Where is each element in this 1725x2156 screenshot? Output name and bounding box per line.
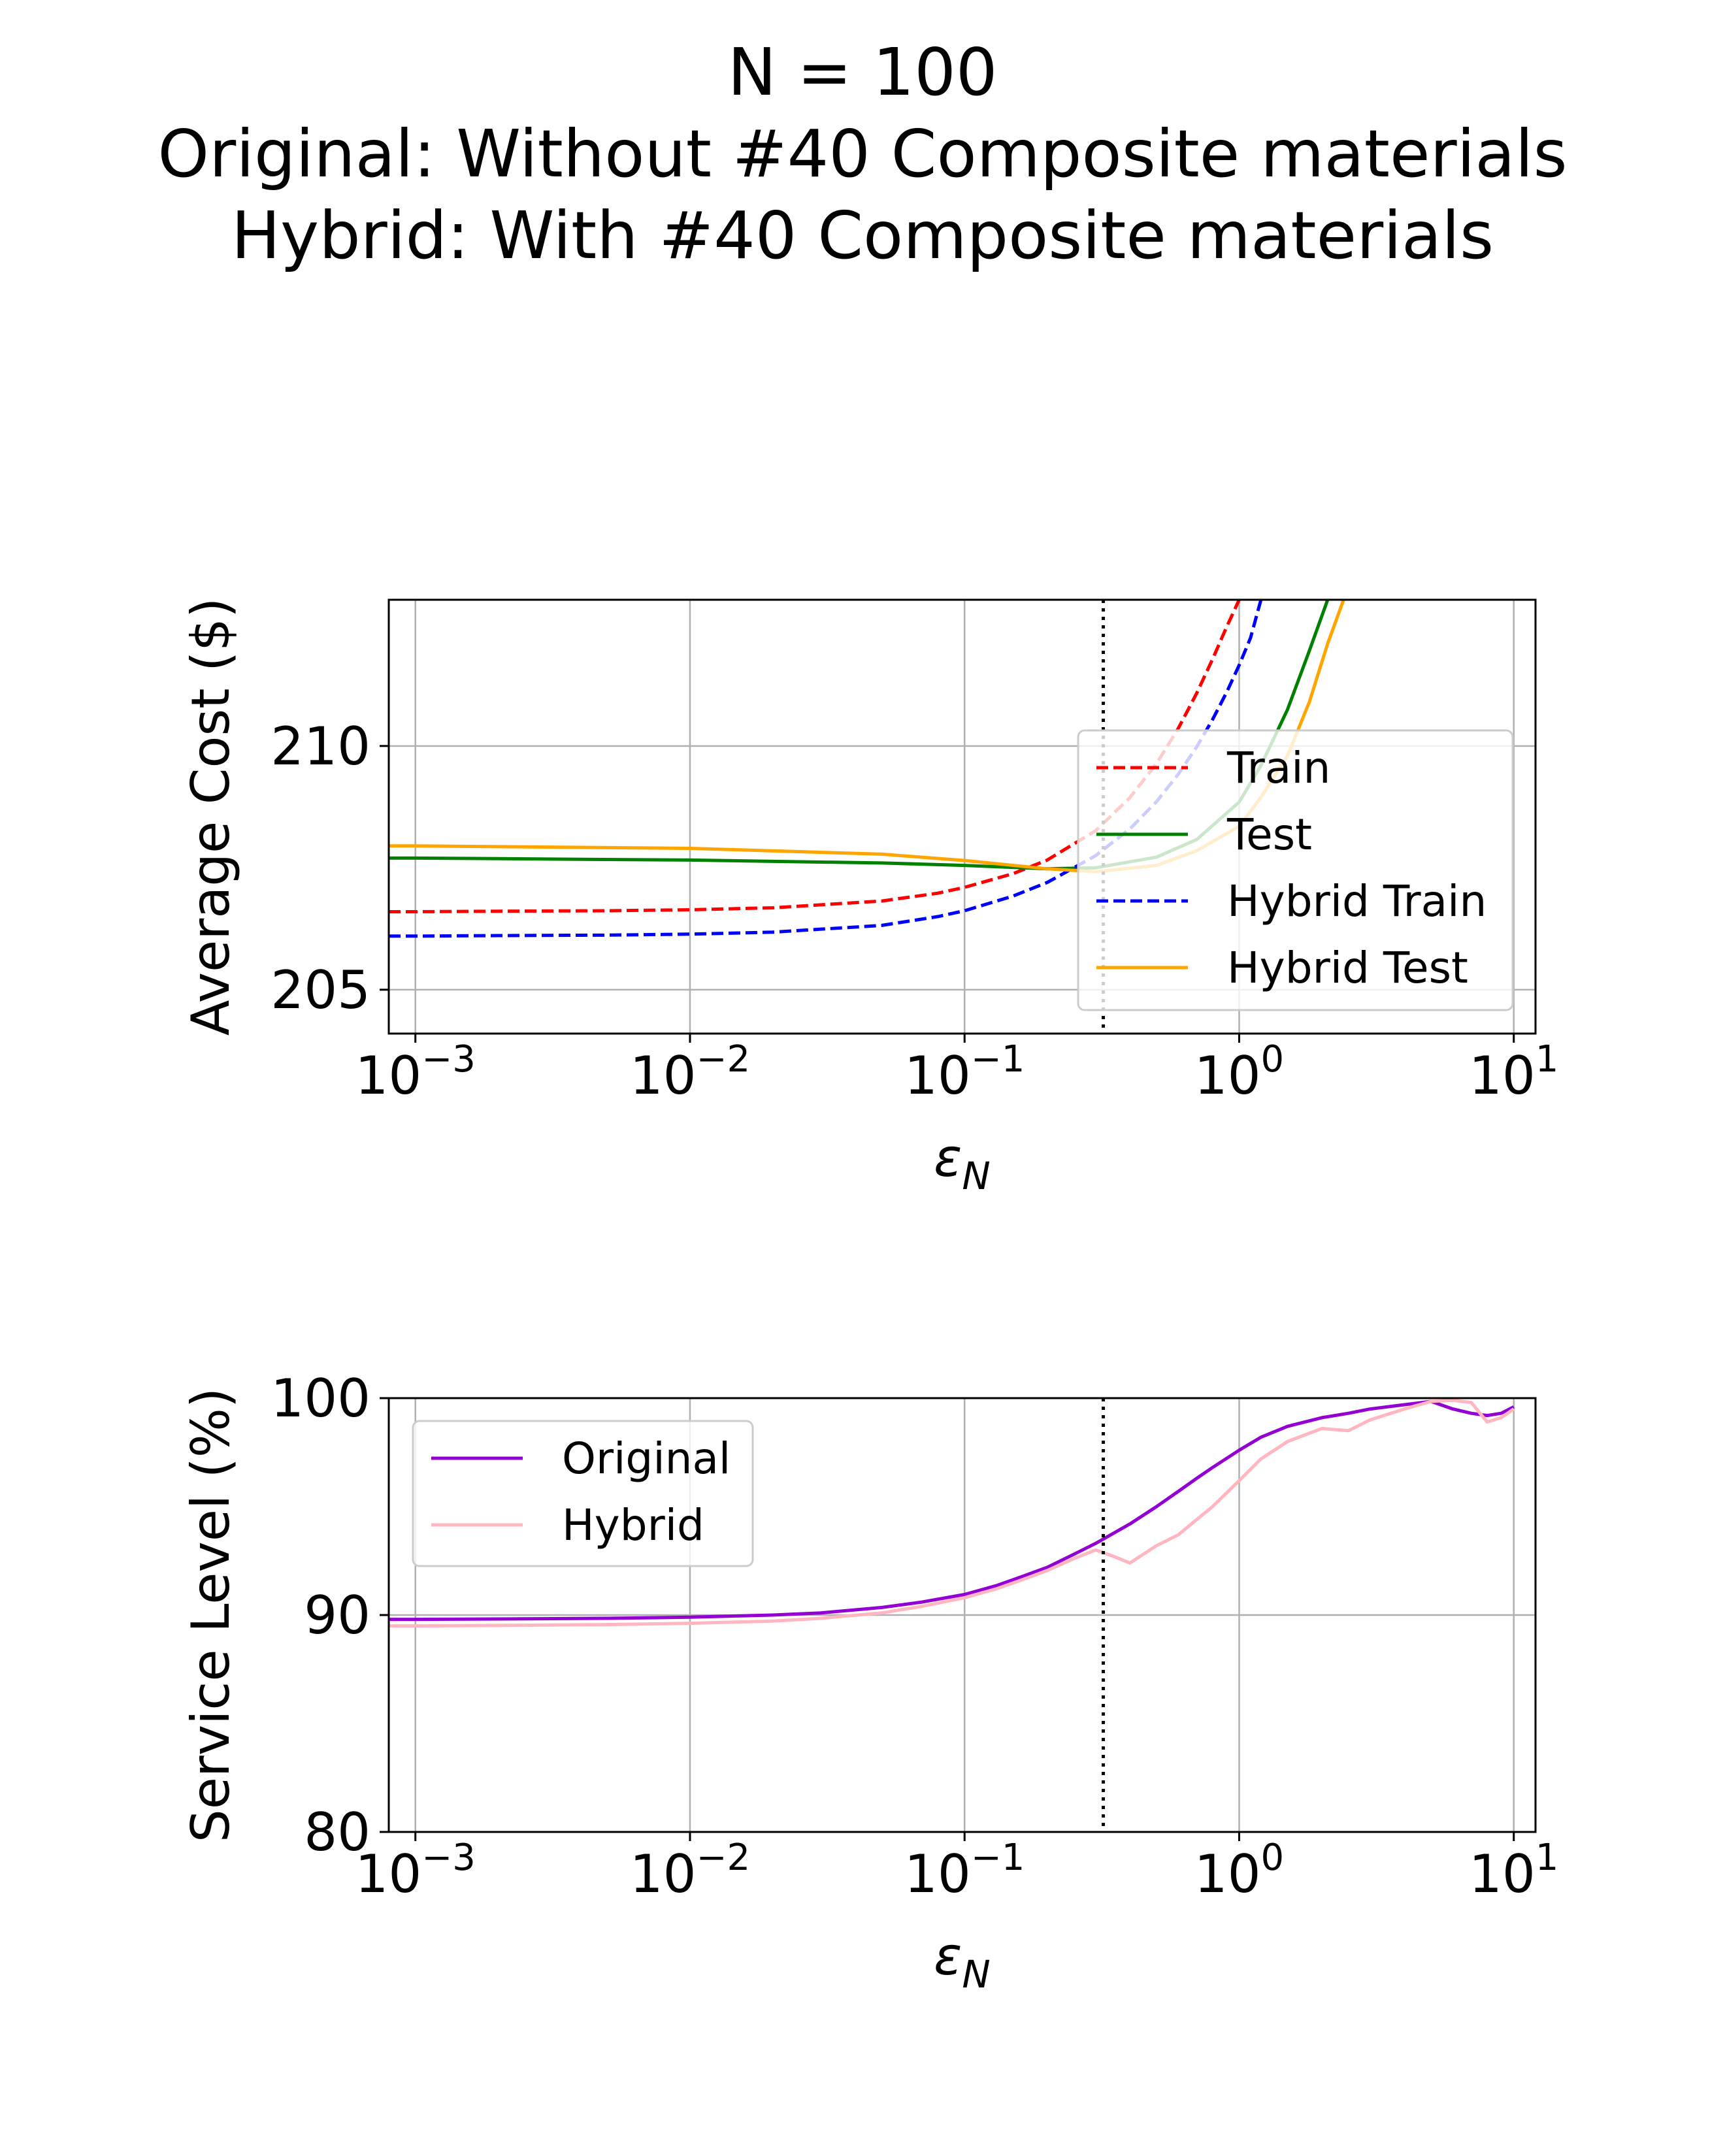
- plot-frame: [387, 598, 1537, 1035]
- legend-frame: [1077, 729, 1514, 1011]
- x-tick-label: 10−2: [630, 1837, 750, 1904]
- x-tick-label: 101: [1469, 1038, 1558, 1106]
- legend-label: Test: [1226, 809, 1312, 860]
- legend-label: Hybrid Train: [1227, 876, 1487, 926]
- y-tick-label: 100: [271, 1368, 370, 1429]
- y-axis-label: Service Level (%): [180, 1388, 241, 1842]
- x-tick-label: 101: [1469, 1837, 1558, 1904]
- figure-title-line-3: Hybrid: With #40 Composite materials: [231, 197, 1494, 274]
- x-tick-label: 100: [1194, 1038, 1284, 1106]
- legend-label: Original: [562, 1433, 731, 1484]
- legend-label: Hybrid: [562, 1500, 704, 1550]
- x-axis-label: εN: [934, 1926, 991, 1997]
- x-tick-label: 10−2: [630, 1038, 750, 1106]
- y-tick-label: 80: [304, 1802, 370, 1863]
- x-tick-label: 10−3: [355, 1038, 476, 1106]
- service-level-chart: Original Hybrid 10−3 10−2 10−1 100 101 80 90 100 ε…: [180, 1368, 1558, 1997]
- legend: Original Hybrid: [412, 1420, 754, 1567]
- series-line-hybrid: [389, 1398, 1515, 1628]
- legend-label: Train: [1226, 743, 1330, 793]
- average-cost-chart: Train Test Hybrid Train Hybrid Test 10−3 10−2…: [180, 598, 1558, 1198]
- y-tick-label: 210: [271, 716, 370, 777]
- series-line-hybrid-train: [389, 600, 1263, 938]
- x-tick-label: 100: [1194, 1837, 1284, 1904]
- x-axis-label: εN: [934, 1128, 991, 1198]
- y-tick-label: 205: [271, 960, 370, 1021]
- x-tick-label: 10−1: [904, 1038, 1025, 1106]
- y-tick-label: 90: [304, 1585, 370, 1646]
- x-tick-label: 10−1: [904, 1837, 1025, 1904]
- x-tick-label: 10−3: [355, 1837, 476, 1904]
- series-line-train: [389, 600, 1241, 913]
- figure-title-line-1: N = 100: [727, 34, 997, 110]
- legend: Train Test Hybrid Train Hybrid Test: [1077, 729, 1514, 1011]
- figure-title: N = 100 Original: Without #40 Composite …: [157, 34, 1567, 274]
- y-axis-label: Average Cost ($): [180, 598, 241, 1036]
- legend-label: Hybrid Test: [1227, 943, 1468, 993]
- series-group: [389, 1398, 1515, 1628]
- figure-title-line-2: Original: Without #40 Composite material…: [157, 116, 1567, 192]
